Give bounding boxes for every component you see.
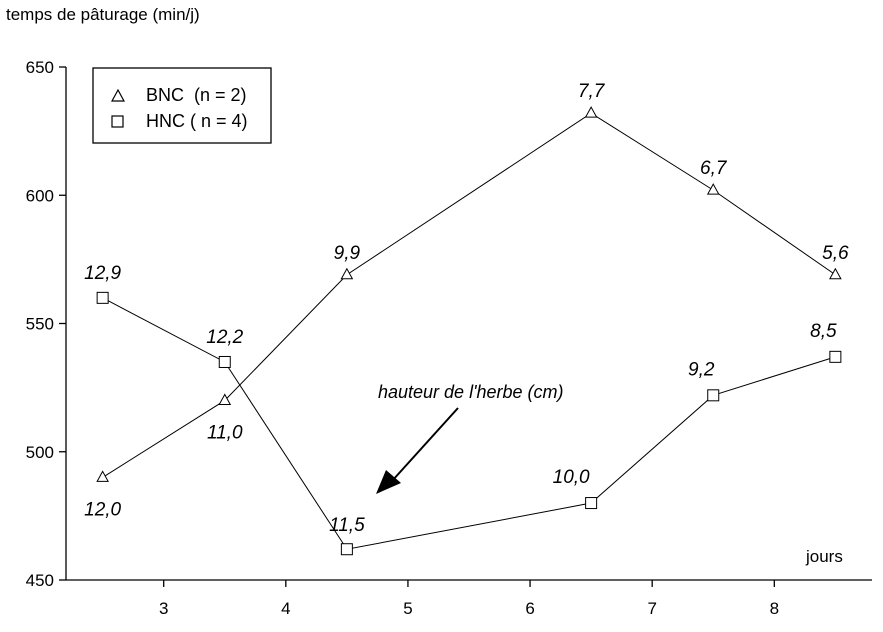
legend: BNC (n = 2) HNC ( n = 4) [92, 67, 272, 144]
x-tick-label: 3 [159, 599, 168, 618]
triangle-marker [218, 393, 232, 405]
square-marker [829, 350, 842, 363]
data-label: 11,5 [329, 515, 365, 536]
ticks: 450 500 550 600 650 3 4 5 6 7 8 [26, 58, 779, 618]
triangle-marker [584, 106, 598, 118]
data-label: 12,9 [84, 263, 121, 284]
x-tick-label: 4 [281, 599, 290, 618]
x-tick-label: 7 [647, 599, 656, 618]
data-label: 11,0 [207, 422, 243, 443]
legend-triangle-marker [110, 88, 126, 102]
square-marker [96, 291, 109, 304]
annotation: hauteur de l'herbe (cm) [376, 382, 564, 494]
data-label: 5,6 [822, 243, 849, 264]
square-marker [707, 389, 720, 402]
data-labels: 12,0 11,0 9,9 7,7 6,7 5,6 12,9 12,2 11,5 10,0 9,2 8… [84, 81, 849, 536]
x-tick-label: 5 [403, 599, 412, 618]
legend-square-marker [111, 115, 124, 128]
y-tick-label: 550 [26, 315, 54, 334]
legend-label-bnc: BNC (n = 2) [146, 85, 247, 105]
data-label: 9,9 [334, 243, 361, 264]
x-tick-label: 8 [770, 599, 779, 618]
annotation-text: hauteur de l'herbe (cm) [378, 382, 564, 402]
data-label: 12,0 [84, 499, 121, 520]
data-label: 6,7 [700, 158, 728, 179]
square-marker [585, 497, 598, 510]
markers [96, 106, 842, 556]
series-lines [102, 112, 836, 550]
data-label: 10,0 [553, 467, 590, 488]
legend-box [92, 67, 272, 144]
y-tick-label: 500 [26, 443, 54, 462]
x-axis-label: jours [805, 547, 843, 566]
data-label: 8,5 [810, 321, 837, 342]
legend-label-hnc: HNC ( n = 4) [146, 111, 248, 131]
triangle-marker [96, 470, 109, 482]
triangle-marker [340, 267, 354, 280]
y-axis-label: temps de pâturage (min/j) [6, 5, 200, 24]
y-tick-label: 650 [26, 58, 54, 77]
y-tick-label: 450 [26, 571, 54, 590]
triangle-marker [706, 183, 720, 195]
axes [65, 67, 872, 581]
y-tick-label: 600 [26, 186, 54, 205]
data-label: 9,2 [688, 359, 715, 380]
series-line-bnc [102, 112, 836, 478]
square-marker [218, 355, 231, 368]
data-label: 7,7 [578, 81, 606, 102]
series-line-hnc [102, 297, 836, 550]
triangle-marker [829, 267, 842, 280]
square-marker [340, 543, 353, 556]
annotation-arrow-head [376, 470, 401, 494]
x-tick-label: 6 [525, 599, 534, 618]
data-label: 12,2 [206, 327, 243, 348]
annotation-arrow-shaft [391, 407, 459, 482]
